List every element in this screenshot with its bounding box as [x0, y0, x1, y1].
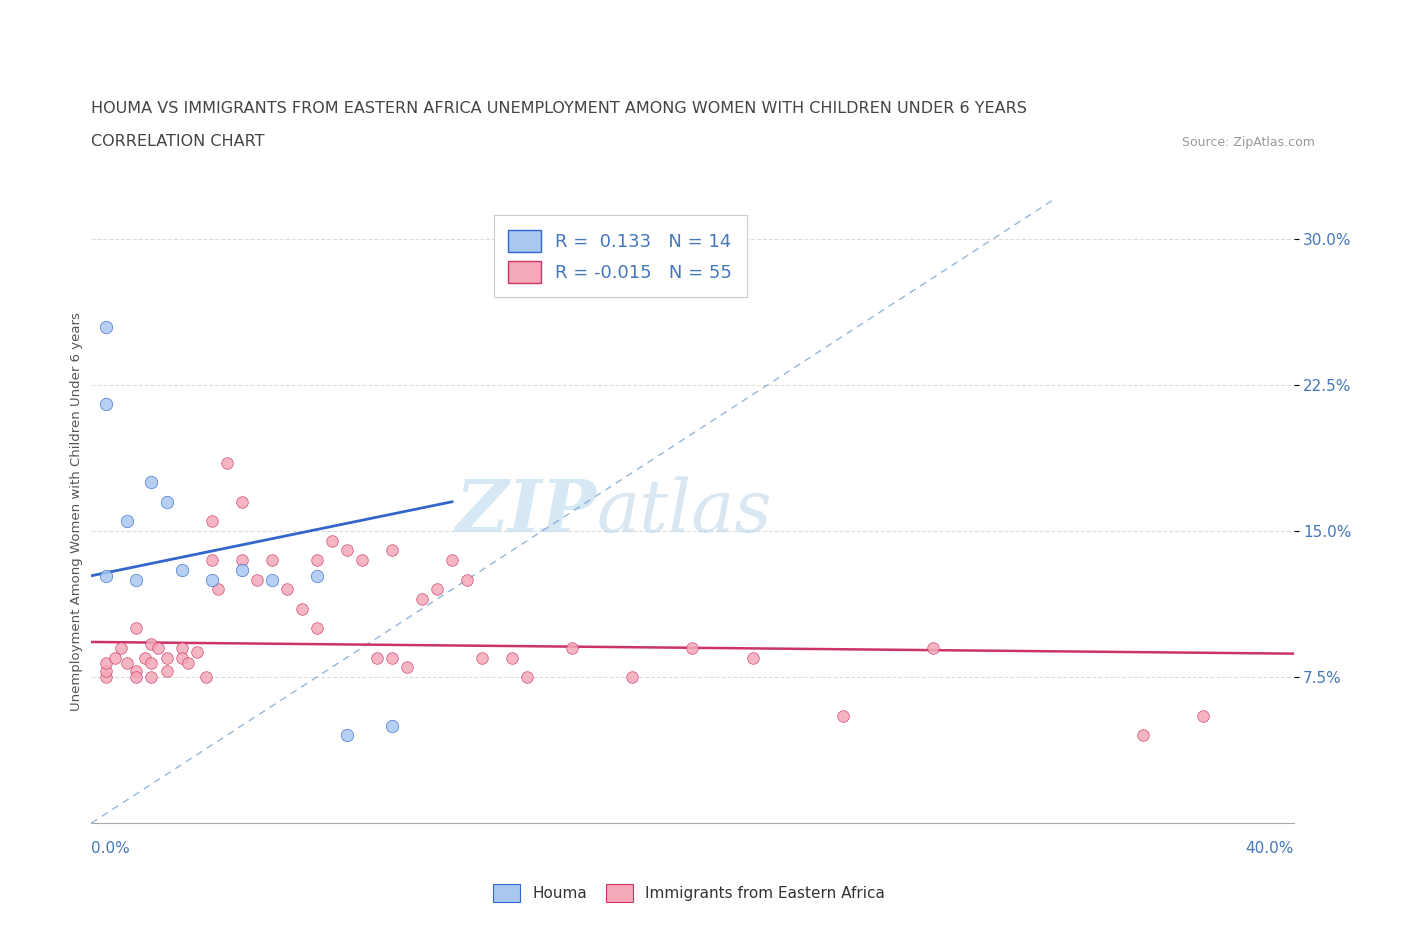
Text: 40.0%: 40.0% — [1246, 841, 1294, 856]
Point — [381, 718, 404, 733]
Point — [231, 552, 253, 567]
Point — [456, 572, 478, 587]
Point — [231, 495, 253, 510]
Point — [96, 319, 118, 334]
Point — [1132, 728, 1154, 743]
Point — [146, 641, 169, 656]
Text: atlas: atlas — [596, 476, 772, 547]
Point — [141, 656, 163, 671]
Point — [231, 563, 253, 578]
Point — [621, 670, 644, 684]
Point — [471, 650, 494, 665]
Legend: Houma, Immigrants from Eastern Africa: Houma, Immigrants from Eastern Africa — [486, 878, 891, 909]
Point — [96, 664, 118, 679]
Point — [246, 572, 269, 587]
Point — [96, 670, 118, 684]
Point — [96, 397, 118, 412]
Text: CORRELATION CHART: CORRELATION CHART — [91, 134, 264, 149]
Point — [96, 568, 118, 583]
Point — [381, 650, 404, 665]
Point — [922, 641, 945, 656]
Point — [291, 602, 314, 617]
Point — [170, 563, 193, 578]
Point — [207, 582, 229, 597]
Point — [96, 656, 118, 671]
Point — [155, 495, 177, 510]
Point — [336, 543, 359, 558]
Point — [426, 582, 449, 597]
Point — [170, 641, 193, 656]
Point — [125, 621, 148, 636]
Point — [117, 513, 139, 528]
Point — [104, 650, 127, 665]
Point — [125, 670, 148, 684]
Point — [336, 728, 359, 743]
Point — [215, 456, 238, 471]
Point — [305, 621, 328, 636]
Point — [831, 709, 853, 724]
Point — [125, 664, 148, 679]
Point — [276, 582, 298, 597]
Point — [350, 552, 373, 567]
Point — [194, 670, 217, 684]
Point — [381, 543, 404, 558]
Point — [155, 664, 177, 679]
Point — [260, 552, 283, 567]
Point — [170, 650, 193, 665]
Text: HOUMA VS IMMIGRANTS FROM EASTERN AFRICA UNEMPLOYMENT AMONG WOMEN WITH CHILDREN U: HOUMA VS IMMIGRANTS FROM EASTERN AFRICA … — [91, 101, 1028, 116]
Point — [201, 572, 224, 587]
Y-axis label: Unemployment Among Women with Children Under 6 years: Unemployment Among Women with Children U… — [70, 312, 83, 711]
Point — [305, 552, 328, 567]
Point — [141, 670, 163, 684]
Text: 0.0%: 0.0% — [91, 841, 131, 856]
Legend: R =  0.133   N = 14, R = -0.015   N = 55: R = 0.133 N = 14, R = -0.015 N = 55 — [494, 215, 747, 298]
Point — [366, 650, 388, 665]
Point — [516, 670, 538, 684]
Point — [125, 572, 148, 587]
Point — [561, 641, 583, 656]
Point — [501, 650, 523, 665]
Point — [260, 572, 283, 587]
Point — [141, 636, 163, 651]
Point — [305, 568, 328, 583]
Point — [117, 656, 139, 671]
Point — [681, 641, 703, 656]
Point — [395, 660, 418, 675]
Point — [155, 650, 177, 665]
Point — [411, 591, 433, 606]
Point — [1192, 709, 1215, 724]
Point — [201, 513, 224, 528]
Point — [321, 533, 343, 548]
Point — [440, 552, 463, 567]
Point — [134, 650, 156, 665]
Text: Source: ZipAtlas.com: Source: ZipAtlas.com — [1181, 136, 1315, 149]
Point — [141, 475, 163, 490]
Text: ZIP: ZIP — [456, 476, 596, 547]
Point — [186, 644, 208, 659]
Point — [176, 656, 198, 671]
Point — [110, 641, 132, 656]
Point — [741, 650, 763, 665]
Point — [201, 552, 224, 567]
